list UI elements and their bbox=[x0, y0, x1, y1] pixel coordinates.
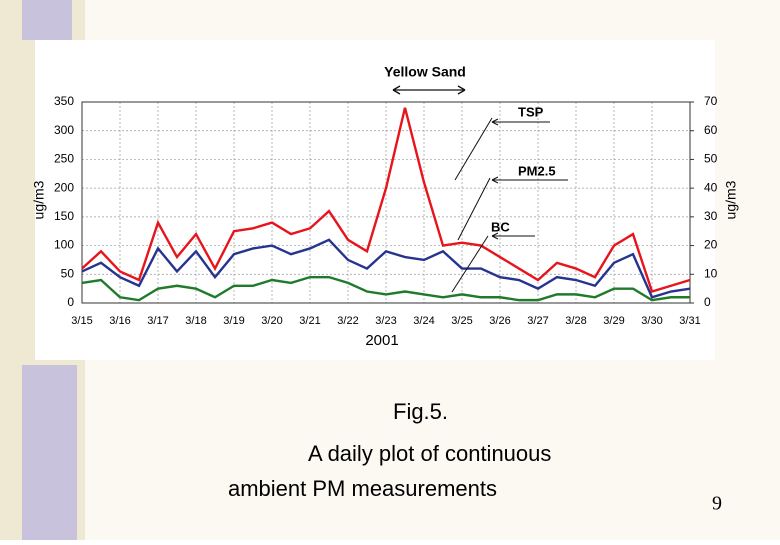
x-tick-label: 3/23 bbox=[375, 315, 396, 327]
chart-panel bbox=[35, 40, 715, 360]
x-tick-label: 3/15 bbox=[71, 315, 92, 327]
annotation: Yellow Sand bbox=[384, 64, 466, 80]
caption-line: ambient PM measurements bbox=[228, 476, 497, 501]
y-tick-label: 350 bbox=[54, 94, 74, 108]
x-tick-label: 3/29 bbox=[603, 315, 624, 327]
x-tick-label: 3/19 bbox=[223, 315, 244, 327]
annotation: PM2.5 bbox=[518, 163, 556, 178]
x-tick-label: 3/17 bbox=[147, 315, 168, 327]
y2-tick-label: 0 bbox=[704, 295, 711, 309]
x-tick-label: 3/31 bbox=[679, 315, 700, 327]
annotation: TSP bbox=[518, 104, 544, 119]
x-axis-label: 2001 bbox=[365, 332, 398, 349]
y2-tick-label: 30 bbox=[704, 209, 718, 223]
y2-axis-label: ug/m3 bbox=[723, 180, 739, 219]
y2-tick-label: 50 bbox=[704, 152, 718, 166]
x-tick-label: 3/21 bbox=[299, 315, 320, 327]
y-tick-label: 150 bbox=[54, 209, 74, 223]
y-tick-label: 0 bbox=[67, 295, 74, 309]
x-tick-label: 3/18 bbox=[185, 315, 206, 327]
y2-tick-label: 60 bbox=[704, 123, 718, 137]
series-line bbox=[81, 238, 691, 299]
decor-bar bbox=[22, 365, 77, 540]
annotation-arrow bbox=[457, 176, 568, 241]
y2-tick-label: 70 bbox=[704, 94, 718, 108]
y-tick-label: 100 bbox=[54, 238, 74, 252]
x-tick-label: 3/28 bbox=[565, 315, 586, 327]
annotation-arrow bbox=[392, 85, 466, 95]
series-line bbox=[81, 275, 690, 302]
series-line bbox=[81, 107, 691, 294]
y2-tick-label: 10 bbox=[704, 266, 718, 280]
plot-frame bbox=[81, 101, 691, 304]
x-tick-label: 3/22 bbox=[337, 315, 358, 327]
y-axis-label: ug/m3 bbox=[31, 180, 47, 219]
x-tick-label: 3/27 bbox=[527, 315, 548, 327]
y2-tick-label: 40 bbox=[704, 180, 718, 194]
annotation-arrow bbox=[454, 117, 550, 181]
y2-tick-label: 20 bbox=[704, 238, 718, 252]
y-tick-label: 50 bbox=[61, 266, 75, 280]
x-tick-label: 3/25 bbox=[451, 315, 472, 327]
y-tick-label: 300 bbox=[54, 123, 74, 137]
caption-line: Fig.5. bbox=[393, 399, 448, 424]
x-tick-label: 3/20 bbox=[261, 315, 282, 327]
chart: 0 50 100 150 200 250 300 350 0 10 20 30 40 50 60 70 3/15… bbox=[31, 64, 739, 349]
annotation: BC bbox=[491, 219, 510, 234]
x-tick-label: 3/16 bbox=[109, 315, 130, 327]
x-tick-label: 3/30 bbox=[641, 315, 662, 327]
page-number: 9 bbox=[712, 493, 722, 515]
caption-line: A daily plot of continuous bbox=[308, 441, 551, 466]
x-tick-label: 3/26 bbox=[489, 315, 510, 327]
y-tick-label: 250 bbox=[54, 152, 74, 166]
annotation-arrow bbox=[451, 232, 535, 293]
x-tick-label: 3/24 bbox=[413, 315, 434, 327]
y-tick-label: 200 bbox=[54, 180, 74, 194]
decor-bar bbox=[22, 0, 72, 40]
